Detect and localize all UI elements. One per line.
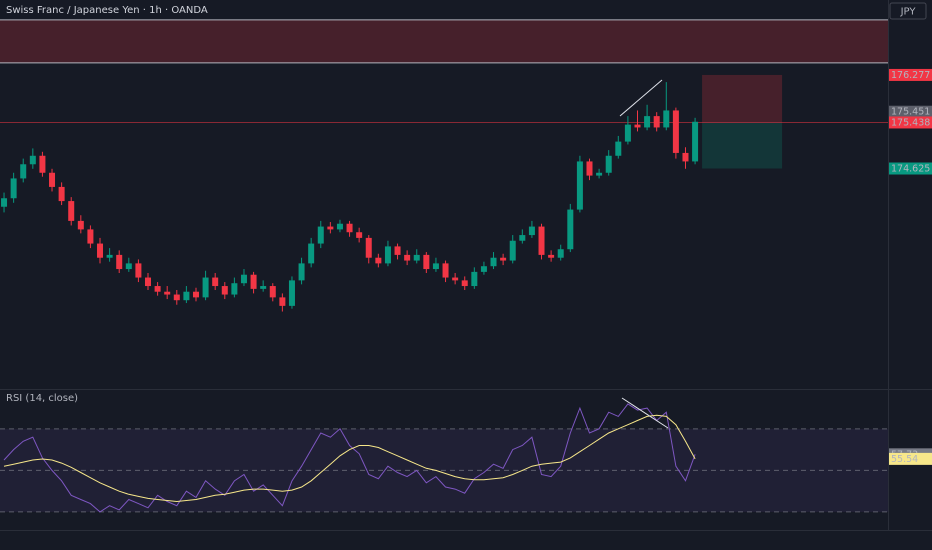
candle-body — [567, 209, 574, 250]
candle-body — [97, 243, 104, 258]
candle-body — [634, 124, 641, 128]
candle-body — [87, 229, 94, 244]
candle-body — [29, 155, 36, 165]
candle-body — [394, 246, 401, 255]
target-tag-bg — [889, 162, 932, 175]
candle-body — [164, 291, 171, 295]
candle-body — [461, 280, 468, 287]
rsi-title: RSI (14, close) — [6, 393, 78, 404]
candle-body — [77, 220, 84, 230]
candle-body — [39, 155, 46, 173]
candle-body — [432, 263, 439, 270]
candle-body — [538, 226, 545, 255]
entry-tag-bg — [889, 116, 932, 129]
candle-body — [663, 110, 670, 128]
candle-body — [644, 116, 651, 128]
rsi-ma-tag: 55.54 — [891, 454, 918, 465]
candle-body — [384, 246, 391, 264]
candle-body — [154, 286, 161, 292]
candle-body — [528, 226, 535, 236]
candle-body — [423, 254, 430, 270]
candle-body — [471, 271, 478, 287]
candle-body — [557, 249, 564, 258]
candle-body — [500, 257, 507, 261]
candle-body — [317, 226, 324, 244]
candle-body — [116, 254, 123, 270]
candle-body — [173, 294, 180, 301]
candle-body — [1, 198, 8, 207]
candle-body — [452, 277, 459, 281]
candle-body — [192, 291, 199, 298]
candle-body — [106, 254, 113, 258]
candle-body — [548, 254, 555, 258]
currency-label: JPY — [900, 7, 917, 18]
stop-tag: 176.277 — [891, 70, 930, 81]
candle-body — [212, 277, 219, 287]
candle-body — [519, 235, 526, 241]
candle-body — [20, 164, 27, 179]
candle-body — [279, 297, 286, 306]
candle-body — [615, 141, 622, 156]
candle-body — [346, 223, 353, 233]
last-price-tag-bg — [889, 105, 932, 118]
candle-body — [576, 161, 583, 210]
trend-line — [619, 79, 663, 117]
candle-body — [404, 254, 411, 261]
candle-body — [10, 178, 17, 199]
candle-body — [145, 277, 151, 287]
candle-body — [480, 266, 487, 272]
last-price-tag: 175.451 — [891, 107, 930, 118]
stop-tag-bg — [889, 68, 932, 81]
candle-body — [327, 226, 334, 230]
currency-box — [889, 2, 927, 20]
candle-body — [413, 254, 420, 261]
candle-body — [269, 286, 276, 298]
trend-line — [621, 397, 669, 429]
candle-body — [221, 286, 228, 295]
candle-body — [308, 243, 315, 264]
candle-body — [183, 291, 190, 301]
candle-body — [356, 232, 363, 238]
candle-body — [202, 277, 209, 298]
rsi-line — [3, 414, 696, 503]
chart-title: Swiss Franc / Japanese Yen · 1h · OANDA — [6, 5, 208, 16]
candle-body — [231, 283, 238, 295]
candle-body — [653, 116, 660, 128]
target-zone — [702, 122, 783, 169]
rsi-line — [3, 403, 696, 513]
candle-body — [624, 124, 631, 142]
candle-body — [298, 263, 305, 281]
candle-body — [68, 201, 75, 221]
candle-body — [365, 237, 372, 258]
candle-body — [490, 257, 497, 267]
candle-body — [125, 263, 132, 270]
candle-body — [672, 110, 679, 153]
candle-body — [135, 263, 142, 278]
candle-body — [509, 240, 516, 261]
candle-body — [49, 172, 56, 187]
stop-zone — [702, 74, 783, 123]
candle-body — [605, 155, 612, 173]
candle-body — [336, 223, 343, 230]
candle-body — [240, 274, 247, 284]
candle-body — [260, 286, 267, 289]
candle-body — [442, 263, 449, 278]
candle-body — [682, 152, 689, 162]
entry-tag: 175.438 — [891, 117, 930, 128]
plot — [0, 19, 888, 513]
rsi-ma-tag-bg — [889, 452, 932, 465]
candle-body — [596, 172, 603, 176]
candle-body — [375, 257, 382, 264]
candle-body — [58, 186, 65, 202]
candle-body — [586, 161, 593, 176]
candle-body — [250, 274, 257, 289]
target-tag: 174.625 — [891, 164, 930, 175]
candle-body — [692, 121, 699, 162]
candle-body — [288, 280, 295, 306]
zone — [0, 19, 888, 63]
